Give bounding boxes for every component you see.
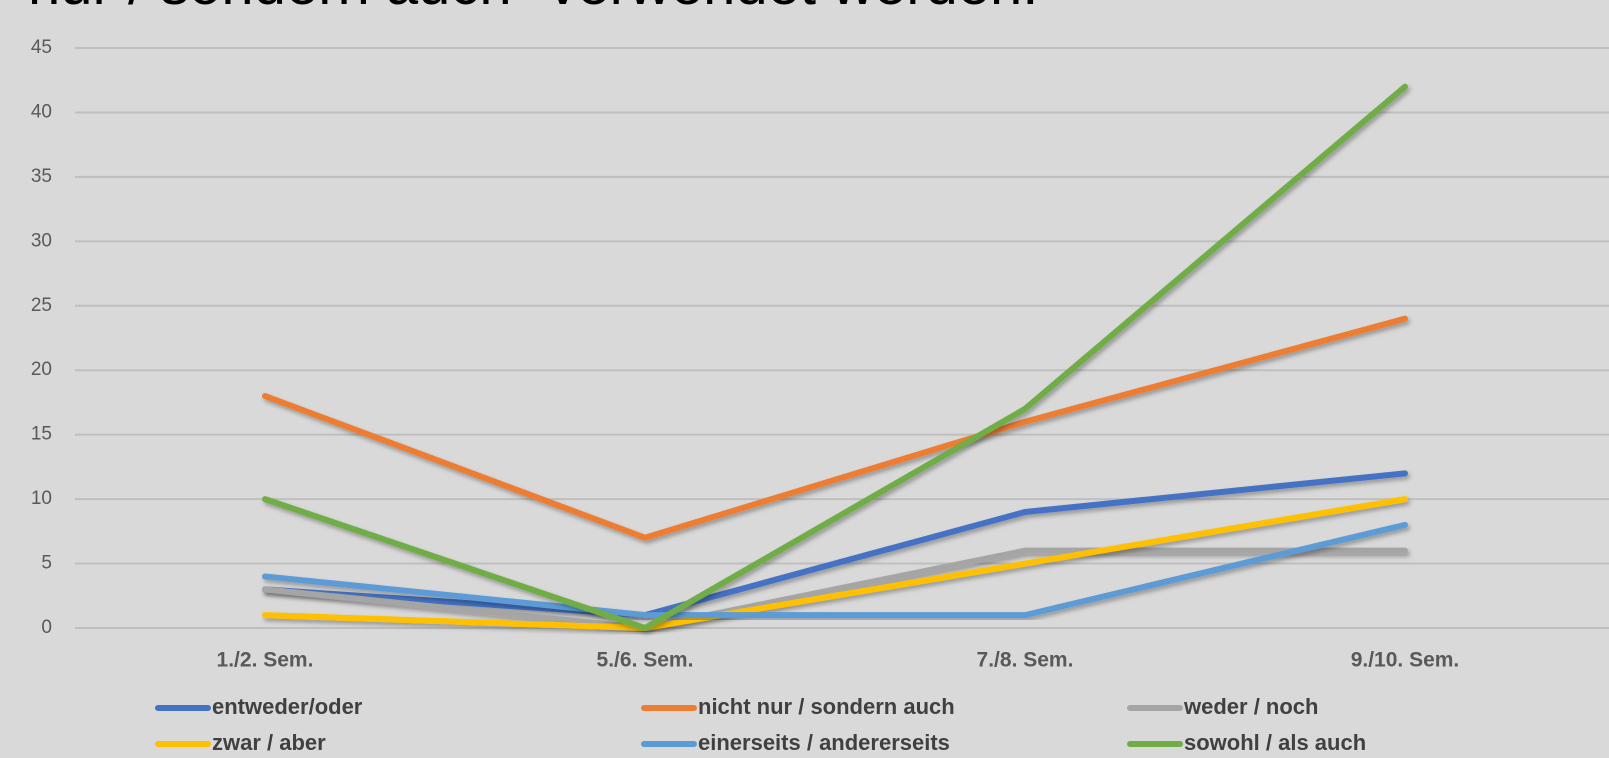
chart-title: nur / sondern auch" verwendet werden. — [28, 0, 1038, 17]
x-tick-label: 9./10. Sem. — [1351, 649, 1460, 672]
series-line — [262, 470, 1408, 619]
series-line — [262, 496, 1408, 631]
y-tick-label: 25 — [31, 295, 52, 316]
x-tick-label: 5./6. Sem. — [597, 649, 694, 672]
y-tick-label: 45 — [31, 37, 52, 58]
legend-label: sowohl / als auch — [1184, 730, 1366, 755]
y-tick-label: 40 — [31, 101, 52, 122]
legend-label: zwar / aber — [212, 730, 326, 755]
x-tick-label: 7./8. Sem. — [977, 649, 1074, 672]
legend-label: nicht nur / sondern auch — [698, 694, 955, 719]
y-tick-label: 35 — [31, 166, 52, 187]
legend-label: einerseits / andererseits — [698, 730, 950, 755]
y-tick-label: 10 — [31, 488, 52, 509]
series-line — [262, 315, 1408, 541]
y-tick-label: 5 — [41, 553, 52, 574]
y-tick-label: 30 — [31, 230, 52, 251]
series-line — [262, 547, 1408, 631]
series-line — [262, 521, 1408, 619]
legend-label: weder / noch — [1183, 694, 1318, 719]
y-tick-label: 0 — [41, 617, 52, 638]
y-tick-label: 20 — [31, 359, 52, 380]
x-tick-label: 1./2. Sem. — [217, 649, 314, 672]
legend-label: entweder/oder — [212, 694, 363, 719]
series-line — [262, 83, 1408, 631]
y-tick-label: 15 — [31, 424, 52, 445]
